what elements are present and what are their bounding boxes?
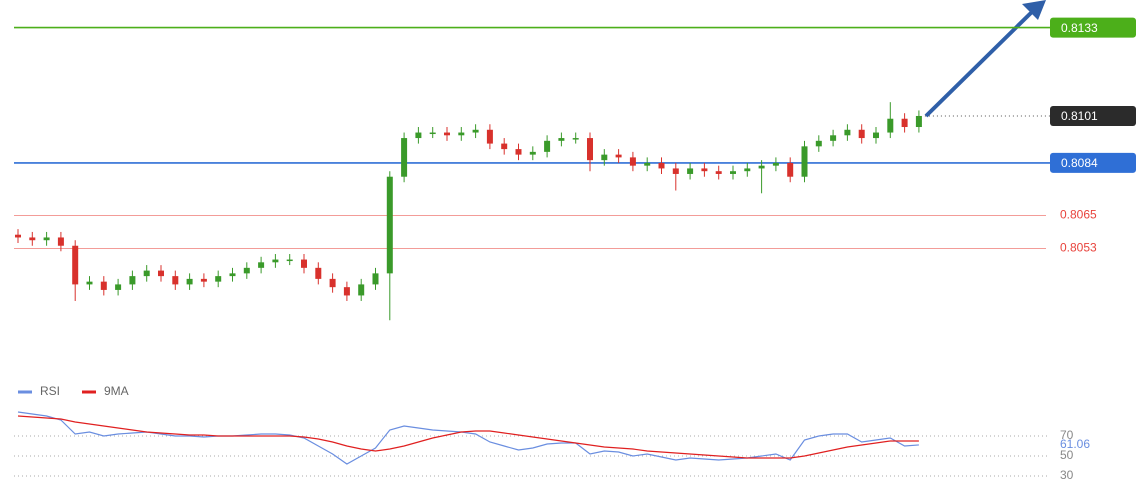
candle-body xyxy=(115,284,122,290)
candle-body xyxy=(873,132,879,139)
candle-body xyxy=(229,273,236,277)
candle-body xyxy=(587,138,593,161)
candle-body xyxy=(887,118,894,133)
candle-body xyxy=(486,129,493,144)
candle-body xyxy=(272,259,279,263)
candle-body xyxy=(243,267,250,274)
candle-body xyxy=(644,162,651,166)
candle-body xyxy=(258,262,265,268)
candle-body xyxy=(658,162,665,169)
candle-body xyxy=(200,278,207,282)
y-tick-label: 30 xyxy=(1060,468,1074,482)
level-label-box xyxy=(1050,17,1136,38)
candle-body xyxy=(72,245,79,285)
candle-body xyxy=(529,151,536,155)
candle-body xyxy=(343,287,350,296)
candle-body xyxy=(715,171,722,174)
candle-body xyxy=(172,276,179,285)
candle-body xyxy=(15,234,21,238)
level-label: 0.8133 xyxy=(1061,21,1098,35)
candle-body xyxy=(100,281,107,290)
trend-arrow-head xyxy=(1022,0,1046,20)
candle-body xyxy=(415,132,422,139)
candle-body xyxy=(215,276,222,282)
legend-label: RSI xyxy=(40,384,60,398)
candle-body xyxy=(429,132,436,135)
candle-body xyxy=(730,171,736,174)
candle-body xyxy=(801,146,808,177)
candle-body xyxy=(372,273,379,285)
candle-body xyxy=(830,135,837,141)
indicator-line xyxy=(17,411,919,465)
level-label: 0.8101 xyxy=(1061,109,1098,123)
candle-body xyxy=(758,165,765,169)
candle-body xyxy=(544,140,551,152)
candle-body xyxy=(329,278,336,288)
candle-body xyxy=(472,129,479,133)
candle-body xyxy=(701,168,708,172)
candle-body xyxy=(815,140,822,147)
candle-body xyxy=(858,129,865,139)
candle-body xyxy=(672,168,679,174)
level-label: 0.8084 xyxy=(1061,156,1098,170)
candle-body xyxy=(129,276,136,285)
candle-body xyxy=(787,162,794,177)
level-label: 0.8065 xyxy=(1060,208,1097,222)
y-tick-label: 70 xyxy=(1060,428,1074,442)
candle-body xyxy=(43,237,50,241)
legend-label: 9MA xyxy=(104,384,129,398)
trend-arrow xyxy=(924,4,1040,118)
candle-body xyxy=(86,281,93,285)
candle-body xyxy=(501,143,508,150)
level-label-box xyxy=(1050,105,1136,126)
candle-body xyxy=(615,154,622,158)
indicator-line xyxy=(17,415,919,459)
candle-body xyxy=(572,138,579,140)
candle-body xyxy=(515,149,522,155)
candle-body xyxy=(687,168,694,174)
candle-body xyxy=(844,129,851,136)
candle-body xyxy=(158,270,164,277)
candle-body xyxy=(601,154,608,161)
candle-body xyxy=(358,284,365,296)
candle-body xyxy=(29,237,36,241)
candle-body xyxy=(744,168,751,172)
candle-body xyxy=(315,267,322,279)
level-label: 0.8053 xyxy=(1060,241,1097,255)
candle-body xyxy=(143,270,150,277)
candle-body xyxy=(301,259,307,268)
y-tick-label: 50 xyxy=(1060,448,1074,462)
candle-body xyxy=(401,138,408,177)
candle-body xyxy=(286,259,293,262)
candle-body xyxy=(915,115,922,128)
candle-body xyxy=(186,278,193,285)
candle-body xyxy=(629,157,636,166)
candle-body xyxy=(558,138,565,141)
level-label-box xyxy=(1050,152,1136,173)
candle-body xyxy=(57,237,64,246)
candle-body xyxy=(901,118,908,128)
candle-body xyxy=(386,176,393,274)
candle-body xyxy=(444,132,450,136)
candle-body xyxy=(458,132,465,136)
candle-body xyxy=(772,162,779,166)
rsi-value-label: 61.06 xyxy=(1060,437,1090,451)
